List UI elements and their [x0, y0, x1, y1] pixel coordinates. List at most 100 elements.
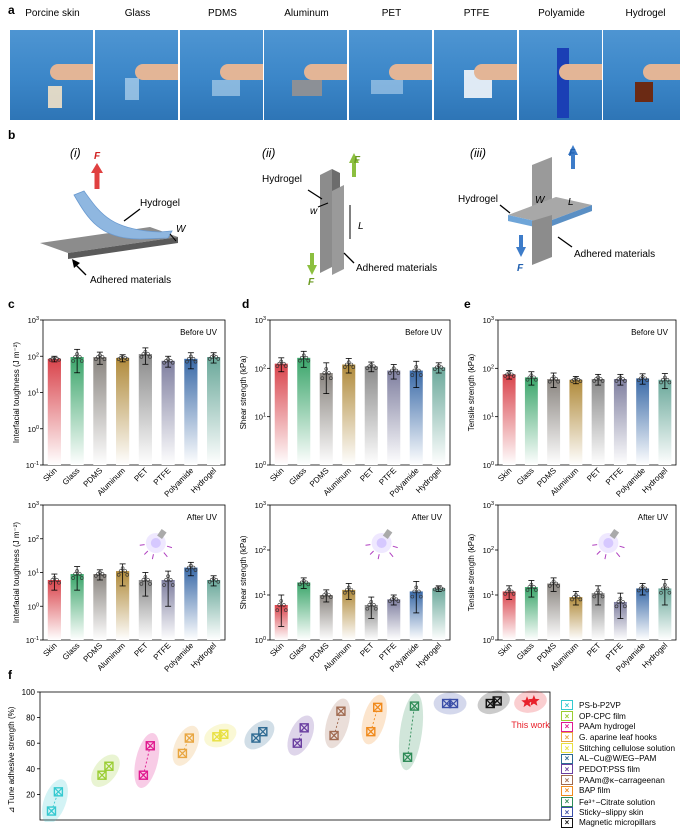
data-point — [621, 600, 625, 604]
data-point — [643, 586, 648, 591]
range-ellipse — [41, 779, 68, 822]
data-point — [139, 582, 144, 586]
data-point — [527, 375, 532, 380]
data-point — [57, 358, 61, 362]
legend-label: OP-CPC film — [579, 711, 626, 721]
bar — [591, 379, 605, 465]
data-point — [417, 589, 421, 594]
x-tick-label: Hydrogel — [414, 466, 443, 495]
data-point — [284, 364, 288, 368]
data-point — [441, 367, 446, 371]
y-tick-label: 102 — [28, 535, 39, 544]
data-point — [79, 576, 84, 580]
bar — [70, 357, 84, 465]
bar — [319, 373, 333, 465]
photo-glass — [95, 30, 178, 120]
scheme-i-hydrogel: Hydrogel — [140, 198, 180, 209]
data-point — [574, 593, 578, 597]
data-point — [52, 356, 57, 360]
y-tick-label: 100 — [255, 461, 266, 470]
chart-c-top: 10-1 100 101 102 103 Interfacial toughness (J… — [12, 316, 226, 499]
legend-marker: × — [561, 743, 573, 754]
legend-item: × BAP film — [561, 785, 675, 797]
legend-label: PAAm@κ−carrageenan — [579, 775, 665, 785]
x-tick-label: PET — [358, 466, 375, 483]
x-tick-label: PTFE — [152, 641, 173, 662]
data-point — [349, 362, 354, 367]
svg-text:F: F — [308, 277, 315, 288]
marker — [441, 698, 452, 709]
scheme-ii-hydrogel: Hydrogel — [262, 174, 302, 185]
data-point — [659, 590, 663, 595]
legend-item: × PEDOT:PSS film — [561, 764, 675, 775]
panel-d-label: d — [242, 297, 250, 311]
data-point — [298, 358, 302, 363]
condition-note: Before UV — [180, 328, 218, 337]
y-axis-label: Interfacial toughness (J m⁻²) — [12, 342, 21, 443]
x-tick-label: Skin — [41, 466, 58, 483]
series-10 — [433, 692, 467, 715]
data-point — [282, 361, 286, 366]
legend-label: Fe³⁺−Citrate solution — [579, 797, 655, 807]
data-point — [549, 581, 554, 586]
marker — [138, 770, 149, 780]
scheme-ii-number: (ii) — [262, 146, 275, 160]
data-point — [388, 599, 392, 603]
data-point — [162, 360, 166, 365]
data-point — [598, 591, 603, 595]
marker — [336, 706, 346, 716]
bar — [658, 379, 672, 465]
sample — [371, 80, 403, 94]
bar — [432, 367, 446, 465]
legend-marker: × — [561, 785, 573, 796]
data-point — [94, 574, 98, 578]
bar — [116, 571, 130, 640]
data-point — [168, 578, 173, 582]
data-point — [374, 366, 378, 370]
x-tick-label: PTFE — [377, 466, 398, 487]
data-point — [507, 587, 511, 592]
data-point — [94, 357, 98, 362]
data-point — [148, 355, 152, 359]
data-point — [166, 357, 170, 361]
data-point — [433, 587, 437, 592]
data-point — [623, 379, 627, 383]
y-tick-label: 20 — [26, 790, 35, 799]
y-tick-label: 103 — [255, 316, 266, 325]
y-tick-label: 100 — [255, 636, 266, 645]
data-point — [77, 572, 82, 576]
x-tick-label: Skin — [41, 641, 58, 658]
data-point — [118, 356, 123, 360]
y-tick-label: 100 — [28, 602, 39, 611]
data-point — [389, 368, 394, 373]
bar — [569, 379, 583, 465]
this-work-annotation: This work — [511, 720, 550, 730]
data-point — [48, 581, 53, 585]
data-point — [618, 375, 623, 380]
data-point — [572, 377, 576, 382]
data-point — [73, 355, 77, 359]
range-ellipse — [134, 732, 160, 788]
data-point — [120, 566, 125, 570]
legend-item: × Fe³⁺−Citrate solution — [561, 796, 675, 807]
series-7 — [324, 698, 351, 749]
scheme-iii-number: (iii) — [470, 146, 486, 160]
series-6 — [287, 715, 315, 756]
y-tick-label: 101 — [28, 389, 39, 398]
series-12 — [514, 690, 547, 713]
x-tick-label: Skin — [268, 641, 285, 658]
plot-frame — [42, 504, 226, 641]
bar — [342, 589, 356, 640]
x-tick-label: PET — [132, 641, 149, 658]
data-point — [572, 595, 576, 599]
series-1 — [91, 754, 120, 787]
data-point — [139, 355, 144, 359]
x-tick-label: PET — [132, 466, 149, 483]
data-point — [645, 378, 649, 383]
bar — [138, 354, 152, 465]
data-point — [578, 379, 583, 383]
bar — [409, 370, 423, 465]
series-4 — [204, 723, 237, 748]
data-point — [275, 364, 280, 368]
bar — [636, 588, 650, 640]
